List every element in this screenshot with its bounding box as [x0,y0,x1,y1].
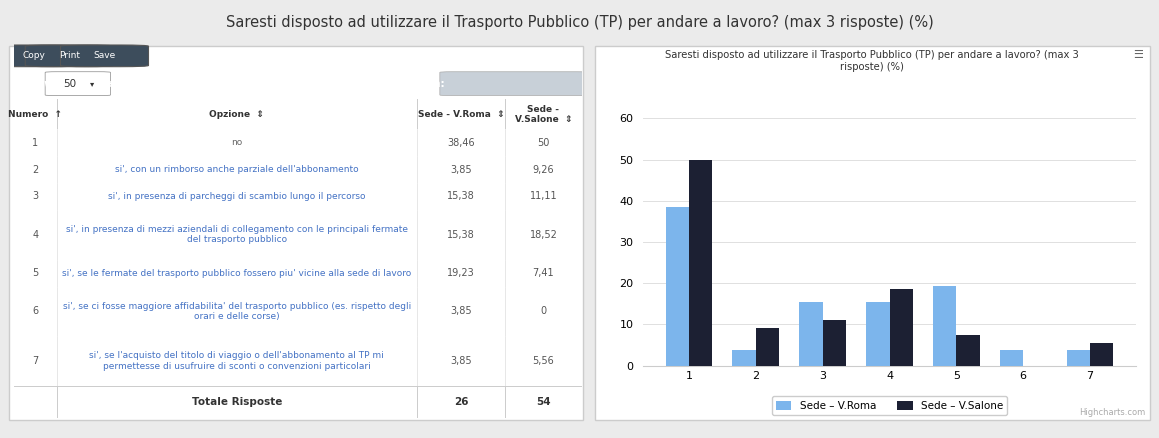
Text: si', se ci fosse maggiore affidabilita' del trasporto pubblico (es. rispetto deg: si', se ci fosse maggiore affidabilita' … [63,302,411,321]
Bar [1089,343,1114,366]
Text: si', con un rimborso anche parziale dell'abbonamento: si', con un rimborso anche parziale dell… [115,165,358,174]
Text: 0: 0 [540,307,547,316]
Text: 50: 50 [538,138,549,148]
Text: 1: 1 [32,138,38,148]
Text: Opzione  ⇕: Opzione ⇕ [210,110,264,119]
Text: 3,85: 3,85 [451,356,472,366]
Text: 3,85: 3,85 [451,307,472,316]
Text: 5: 5 [32,268,38,278]
Text: 3,85: 3,85 [451,165,472,175]
Text: no: no [231,138,242,147]
Text: 19,23: 19,23 [447,268,475,278]
Bar [956,335,979,366]
Text: 3: 3 [32,191,38,201]
Text: si', se le fermate del trasporto pubblico fossero piu' vicine alla sede di lavor: si', se le fermate del trasporto pubblic… [63,268,411,278]
Text: 38,46: 38,46 [447,138,475,148]
Bar [933,286,956,366]
Text: 2: 2 [32,165,38,175]
Text: Saresti disposto ad utilizzare il Trasporto Pubblico (TP) per andare a lavoro? (: Saresti disposto ad utilizzare il Traspo… [665,50,1078,71]
FancyBboxPatch shape [440,72,588,95]
Text: si', se l'acquisto del titolo di viaggio o dell'abbonamento al TP mi
permettesse: si', se l'acquisto del titolo di viaggio… [89,351,384,371]
Text: Numero  ↑: Numero ↑ [8,110,63,119]
Bar [732,350,756,366]
Bar [690,159,713,366]
Bar [1000,350,1023,366]
Text: Saresti disposto ad utilizzare il Trasporto Pubblico (TP) per andare a lavoro? (: Saresti disposto ad utilizzare il Traspo… [226,15,933,30]
Text: Sede -
V.Salone  ⇕: Sede - V.Salone ⇕ [515,105,573,124]
Legend: Sede – V.Roma, Sede – V.Salone: Sede – V.Roma, Sede – V.Salone [772,396,1007,415]
Bar [823,320,846,366]
Text: Copy: Copy [23,51,45,60]
Text: ▾: ▾ [90,79,94,88]
FancyBboxPatch shape [60,45,148,67]
Text: 50: 50 [63,79,76,88]
Text: si', in presenza di mezzi aziendali di collegamento con le principali fermate
de: si', in presenza di mezzi aziendali di c… [66,225,408,244]
Text: 4: 4 [32,230,38,240]
Text: 9,26: 9,26 [533,165,554,175]
Text: Sede - V.Roma  ⇕: Sede - V.Roma ⇕ [418,110,504,119]
Text: 15,38: 15,38 [447,191,475,201]
Text: Search:: Search: [400,79,445,88]
Text: Totale Risposte: Totale Risposte [191,397,282,407]
Text: Highcharts.com: Highcharts.com [1079,408,1145,417]
FancyBboxPatch shape [25,45,114,67]
Bar [665,207,690,366]
Text: 15,38: 15,38 [447,230,475,240]
Text: 5,56: 5,56 [533,356,554,366]
Text: si', in presenza di parcheggi di scambio lungo il percorso: si', in presenza di parcheggi di scambio… [108,192,365,201]
Text: 26: 26 [454,397,468,407]
FancyBboxPatch shape [0,45,78,67]
Text: Show: Show [22,79,54,88]
Text: 18,52: 18,52 [530,230,557,240]
Bar [800,302,823,366]
FancyBboxPatch shape [45,72,110,95]
Bar [866,302,890,366]
Text: ☰: ☰ [1132,50,1143,60]
Text: 54: 54 [537,397,551,407]
Bar [890,290,913,366]
Bar [756,328,779,366]
Text: Save: Save [94,51,116,60]
Text: 7,41: 7,41 [533,268,554,278]
Text: Print: Print [59,51,80,60]
Bar [1066,350,1089,366]
Text: 7: 7 [32,356,38,366]
Text: entries: entries [108,79,150,88]
Text: 6: 6 [32,307,38,316]
Text: 11,11: 11,11 [530,191,557,201]
